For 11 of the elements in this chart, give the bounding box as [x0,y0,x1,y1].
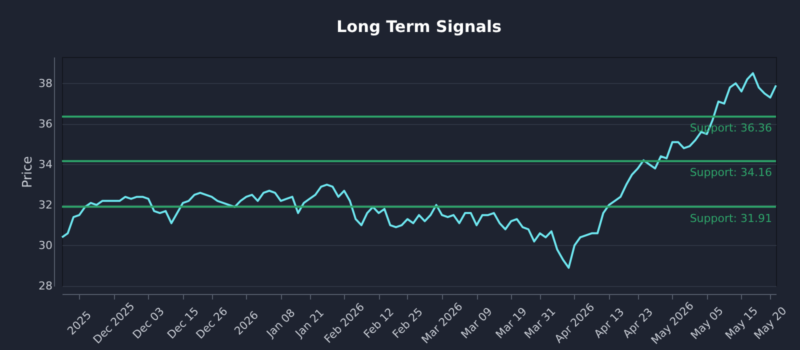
y-tick-label: 32 [38,198,52,212]
chart-title: Long Term Signals [336,17,502,36]
y-tick-label: 30 [38,238,52,252]
ref-line-label: Support: 31.91 [690,212,772,225]
ref-line-label: Support: 34.16 [690,166,772,180]
y-tick-label: 38 [38,76,52,90]
y-tick-label: 36 [38,117,52,130]
y-tick-label: 34 [38,158,52,171]
line-series [61,72,777,269]
y-tick-label: 28 [38,280,52,292]
y-axis-title: Price [20,156,36,188]
